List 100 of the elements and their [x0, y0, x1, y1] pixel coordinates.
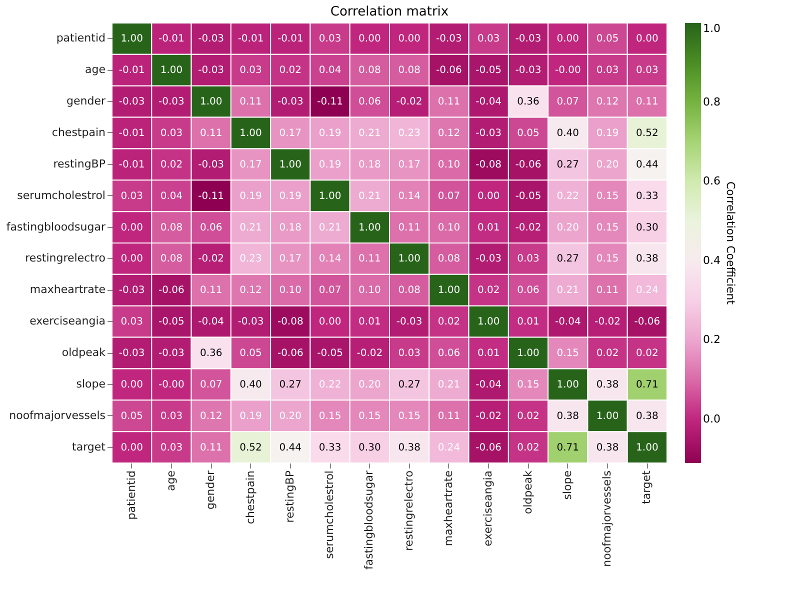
data-label: 0.05 — [240, 348, 262, 359]
data-label: -0.02 — [594, 316, 620, 328]
data-label: 0.14 — [318, 254, 342, 265]
data-label: -0.04 — [476, 379, 502, 390]
data-label: 1.00 — [279, 159, 302, 170]
data-label: -0.08 — [476, 159, 502, 170]
data-label: 0.04 — [160, 190, 183, 202]
data-label: -0.08 — [277, 316, 304, 328]
data-label: 0.07 — [556, 96, 580, 108]
data-label: 0.06 — [517, 285, 540, 296]
data-label: 0.12 — [596, 96, 619, 108]
data-label: 0.04 — [318, 65, 342, 76]
data-label: 0.19 — [240, 190, 262, 202]
data-label: -0.02 — [515, 222, 542, 234]
data-label: 0.38 — [596, 379, 619, 390]
data-label: -0.02 — [396, 96, 422, 108]
data-label: 0.21 — [358, 190, 381, 202]
data-label: 0.24 — [636, 285, 658, 296]
data-label: 1.00 — [398, 254, 420, 265]
data-label: -0.03 — [436, 34, 462, 45]
color-bar-label: 0.8 — [703, 95, 720, 108]
data-label: 0.07 — [200, 379, 222, 390]
x-tick-label: slope — [560, 470, 574, 500]
data-label: 0.21 — [240, 222, 262, 234]
data-label: 1.00 — [517, 348, 540, 359]
x-tick-label: age — [164, 470, 178, 491]
x-tick-label: serumcholestrol — [323, 470, 336, 559]
data-label: -0.01 — [158, 34, 184, 45]
data-label: 0.03 — [160, 128, 183, 139]
data-label: -0.03 — [396, 316, 422, 328]
x-tick-label: exerciseangia — [482, 470, 495, 546]
data-label: 0.10 — [438, 159, 460, 170]
data-label: 0.02 — [596, 348, 619, 359]
x-tick-label: noofmajorvessels — [600, 470, 614, 567]
data-label: 0.15 — [596, 254, 619, 265]
data-label: 0.02 — [477, 285, 500, 296]
data-label: -0.03 — [198, 159, 224, 170]
data-label: 0.24 — [438, 442, 460, 454]
data-label: 0.05 — [120, 410, 143, 422]
data-label: -0.11 — [198, 190, 224, 202]
data-label: 0.00 — [477, 190, 500, 202]
data-label: 0.03 — [120, 316, 143, 328]
data-label: -0.03 — [198, 65, 224, 76]
data-label: -0.04 — [554, 316, 581, 328]
data-label: 0.02 — [517, 410, 540, 422]
x-tick-label: restingrelectro — [402, 470, 416, 551]
data-label: 0.00 — [636, 34, 658, 45]
data-label: 0.27 — [279, 379, 302, 390]
color-bar-label: 0.4 — [703, 254, 720, 267]
y-tick-label: chestpain — [52, 126, 106, 139]
data-label: 0.21 — [556, 285, 580, 296]
data-label: 0.36 — [200, 348, 222, 359]
data-label: 1.00 — [636, 442, 658, 454]
data-label: -0.01 — [238, 34, 264, 45]
data-label: 0.06 — [200, 222, 222, 234]
y-tick-label: maxheartrate — [30, 283, 106, 296]
data-label: 0.71 — [556, 442, 580, 454]
data-label: 0.00 — [120, 222, 143, 234]
data-label: 0.11 — [398, 222, 420, 234]
data-label: 0.11 — [358, 254, 381, 265]
data-label: 0.15 — [596, 222, 619, 234]
data-label: 0.38 — [596, 442, 619, 454]
data-label: 0.02 — [160, 159, 183, 170]
data-label: 0.15 — [358, 410, 381, 422]
y-tick-label: fastingbloodsugar — [6, 220, 106, 234]
data-label: 0.38 — [636, 254, 658, 265]
chart-title: Correlation matrix — [330, 4, 449, 20]
data-label: 0.12 — [240, 285, 262, 296]
data-label: 0.21 — [438, 379, 460, 390]
data-label: 0.08 — [160, 222, 183, 234]
data-label: 0.23 — [398, 128, 420, 139]
data-label: 0.11 — [200, 128, 222, 139]
x-tick-label: fastingbloodsugar — [362, 470, 376, 570]
data-label: 0.08 — [398, 65, 420, 76]
data-label: 0.12 — [200, 410, 222, 422]
data-label: 0.02 — [279, 65, 302, 76]
x-tick-label: gender — [204, 470, 218, 510]
data-label: 0.20 — [556, 222, 580, 234]
data-label: 0.10 — [438, 222, 460, 234]
data-label: -0.11 — [317, 96, 343, 108]
data-label: 0.38 — [398, 442, 420, 454]
data-label: -0.05 — [317, 348, 343, 359]
data-label: 0.00 — [120, 254, 143, 265]
data-label: 0.00 — [120, 442, 143, 454]
data-label: 0.00 — [318, 316, 342, 328]
data-label: 0.71 — [636, 379, 658, 390]
data-label: 0.38 — [636, 410, 658, 422]
data-label: 0.27 — [556, 159, 580, 170]
data-label: -0.06 — [436, 65, 462, 76]
color-bar-title: Correlation Coefficient — [724, 181, 737, 306]
data-label: 0.11 — [596, 285, 619, 296]
data-label: 0.14 — [398, 190, 420, 202]
x-tick-label: chestpain — [244, 470, 257, 524]
data-label: -0.06 — [476, 442, 502, 454]
data-label: 0.52 — [636, 128, 658, 139]
y-tick-label: exerciseangia — [30, 314, 106, 328]
data-label: 0.03 — [398, 348, 420, 359]
data-label: 0.07 — [318, 285, 342, 296]
data-label: -0.05 — [476, 65, 502, 76]
data-label: 0.44 — [636, 159, 658, 170]
